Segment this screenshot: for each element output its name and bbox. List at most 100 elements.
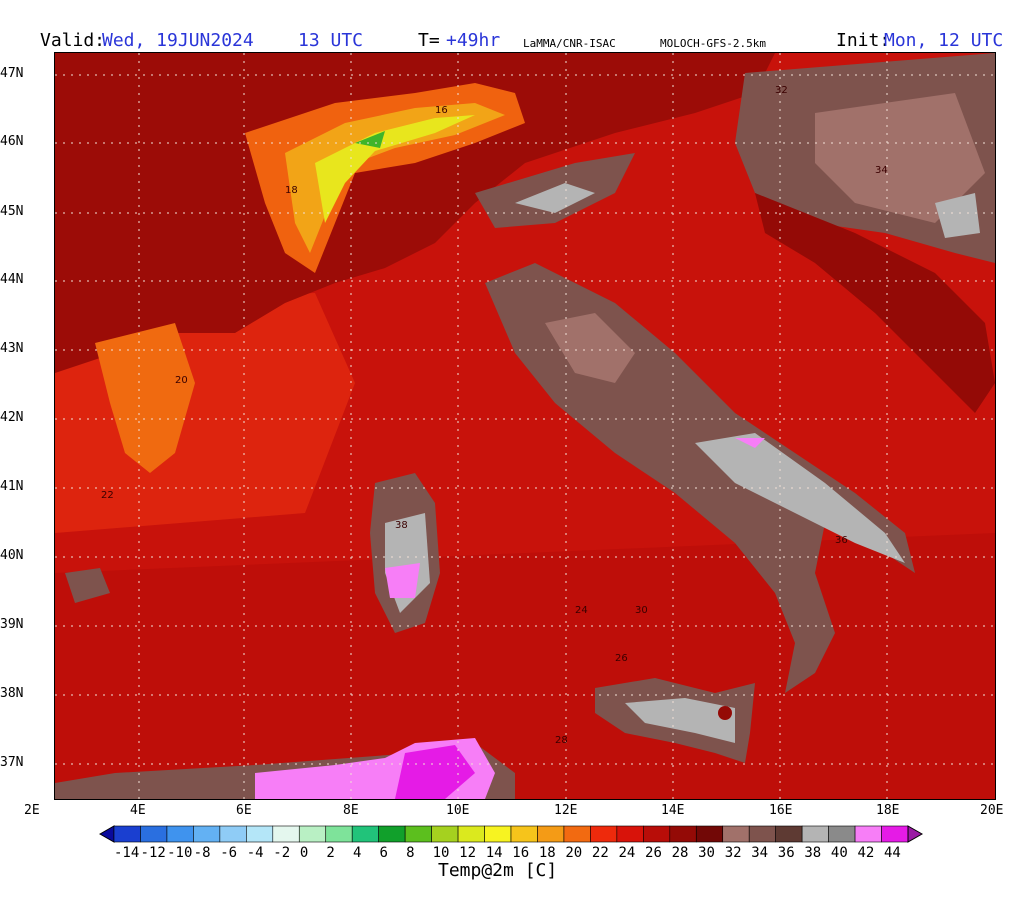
source-label: LaMMA/CNR-ISAC: [523, 37, 616, 50]
colorbar-swatch: [775, 825, 803, 843]
map-canvas: 20 18 16 22 24 26 28 30 32 34 36 38: [55, 53, 995, 799]
contour-label: 28: [555, 735, 568, 746]
colorbar-tick-label: -8: [193, 845, 211, 861]
colorbar-tick-label: 38: [804, 845, 822, 861]
lat-label: 43N: [0, 341, 24, 356]
colorbar-tick-label: 44: [884, 845, 901, 861]
croatia-coast: [755, 193, 995, 413]
sea-south-area: [55, 533, 995, 799]
valid-time: 13 UTC: [298, 30, 364, 51]
balkans-hot-spot: [935, 193, 980, 238]
lead-value: +49hr: [446, 30, 501, 51]
colorbar-swatch: [537, 825, 565, 843]
contour-label: 18: [285, 185, 298, 196]
contour-label: 24: [575, 605, 588, 616]
lat-label: 45N: [0, 204, 24, 219]
central-italy-area: [545, 313, 635, 383]
contour-label: 22: [101, 490, 114, 501]
colorbar-tick-label: 12: [459, 845, 477, 861]
colorbar-swatch: [298, 825, 327, 843]
lon-label: 16E: [769, 803, 793, 818]
colorbar-tick-label: 28: [671, 845, 689, 861]
lon-label: 20E: [980, 803, 1004, 818]
lon-label: 4E: [130, 803, 146, 818]
colorbar-swatch: [695, 825, 724, 843]
colorbar-swatch: [722, 825, 750, 843]
colorbar-tick-label: 36: [777, 845, 795, 861]
lon-label: 10E: [446, 803, 470, 818]
colorbar-tick-label: 18: [538, 845, 556, 861]
north-africa-extreme-area: [395, 745, 475, 799]
colorbar-swatch: [828, 825, 856, 843]
lon-label: 12E: [554, 803, 578, 818]
lon-label: 8E: [343, 803, 359, 818]
lat-label: 38N: [0, 686, 24, 701]
alps-high-belt: [285, 103, 505, 253]
init-value: Mon, 12 UTC: [884, 30, 1004, 51]
colorbar-swatch: [140, 825, 168, 843]
contour-label: 30: [635, 605, 648, 616]
init-label: Init:: [836, 30, 891, 51]
po-valley-hot-core: [515, 183, 595, 213]
colorbar-swatch: [854, 825, 882, 843]
colorbar-swatch: [484, 825, 512, 843]
colorbar-tick-label: 20: [565, 845, 583, 861]
colorbar-tick-label: 6: [379, 845, 388, 861]
colorbar-tick-label: -12: [140, 845, 166, 861]
colorbar-swatch: [748, 825, 776, 843]
colorbar-swatch: [378, 825, 406, 843]
colorbar-tick-label: 32: [724, 845, 742, 861]
colorbar-tick-label: -2: [273, 845, 291, 861]
contour-label: 36: [835, 535, 848, 546]
colorbar-swatch: [563, 825, 591, 843]
lon-label: 14E: [661, 803, 685, 818]
colorbar-tick-label: 26: [645, 845, 662, 861]
colorbar-tick-label: -4: [246, 845, 264, 861]
colorbar-swatch: [272, 825, 300, 843]
colorbar: [98, 825, 924, 843]
colorbar-tick-label: 14: [485, 845, 503, 861]
colorbar-swatch: [351, 825, 379, 843]
colorbar-swatch: [457, 825, 485, 843]
balearic-island: [65, 568, 110, 603]
valid-label: Valid:: [40, 30, 106, 51]
model-label: MOLOCH-GFS-2.5km: [660, 37, 766, 50]
colorbar-swatch: [801, 825, 829, 843]
colorbar-tick-label: 30: [698, 845, 715, 861]
colorbar-tick-label: 34: [751, 845, 769, 861]
colorbar-swatch: [113, 825, 141, 843]
colorbar-title: Temp@2m [C]: [438, 860, 558, 881]
colorbar-swatch: [431, 825, 459, 843]
colorbar-swatch: [166, 825, 194, 843]
sardinia-extreme-area: [385, 563, 420, 598]
colorbar-swatch: [616, 825, 644, 843]
contour-label: 16: [435, 105, 448, 116]
contour-labels: 20 18 16 22 24 26 28 30 32 34 36 38: [101, 85, 888, 746]
valid-date: Wed, 19JUN2024: [102, 30, 254, 51]
colorbar-swatch: [881, 825, 909, 843]
colorbar-tick-label: -14: [114, 845, 140, 861]
temperature-map: 20 18 16 22 24 26 28 30 32 34 36 38: [54, 52, 996, 800]
lat-label: 37N: [0, 755, 24, 770]
contour-label: 20: [175, 375, 188, 386]
colorbar-tick-label: 0: [299, 845, 309, 861]
colorbar-tick-label: 4: [352, 845, 362, 861]
lon-label: 6E: [236, 803, 252, 818]
lat-label: 40N: [0, 548, 24, 563]
etna-cool-spot: [718, 706, 732, 720]
colorbar-tick-label: 2: [326, 845, 335, 861]
colorbar-tick-label: 8: [406, 845, 415, 861]
colorbar-swatch: [246, 825, 274, 843]
alps-cold-spot: [355, 131, 385, 148]
colorbar-swatch: [219, 825, 247, 843]
lat-label: 42N: [0, 410, 24, 425]
colorbar-low-arrow: [98, 825, 115, 843]
lat-label: 41N: [0, 479, 24, 494]
colorbar-tick-label: 24: [618, 845, 636, 861]
contour-label: 38: [395, 520, 408, 531]
colorbar-tick-label: 42: [857, 845, 875, 861]
lon-label: 2E: [24, 803, 40, 818]
lead-label: T=: [418, 30, 440, 51]
contour-label: 34: [875, 165, 888, 176]
contour-label: 32: [775, 85, 788, 96]
